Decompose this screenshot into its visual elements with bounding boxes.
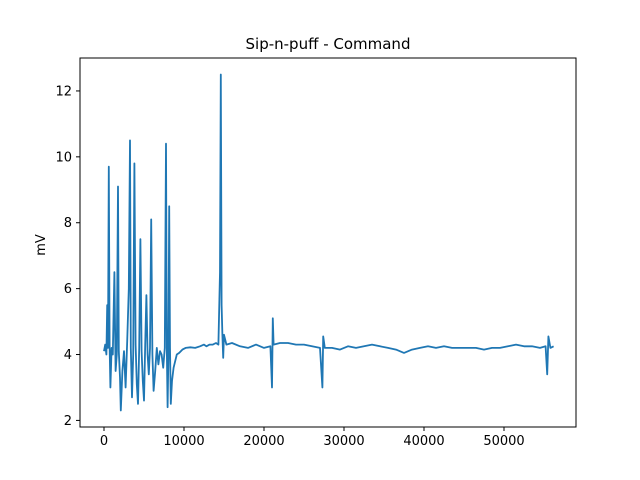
x-tick-label: 30000 — [323, 434, 364, 449]
x-tick-label: 20000 — [243, 434, 284, 449]
x-tick-label: 50000 — [483, 434, 524, 449]
y-tick-label: 2 — [64, 414, 72, 429]
y-axis-label: mV — [34, 234, 49, 256]
y-tick-label: 4 — [64, 348, 72, 363]
x-tick-label: 0 — [100, 434, 108, 449]
y-tick-label: 12 — [55, 84, 72, 99]
y-tick-label: 8 — [64, 216, 72, 231]
y-tick-label: 6 — [64, 282, 72, 297]
series-line-0 — [103, 73, 555, 412]
chart-title: Sip-n-puff - Command — [246, 35, 411, 53]
x-tick-label: 10000 — [163, 434, 204, 449]
plot-area — [103, 73, 555, 412]
y-tick-label: 10 — [55, 150, 72, 165]
x-tick-label: 40000 — [403, 434, 444, 449]
plot-frame — [79, 57, 577, 428]
